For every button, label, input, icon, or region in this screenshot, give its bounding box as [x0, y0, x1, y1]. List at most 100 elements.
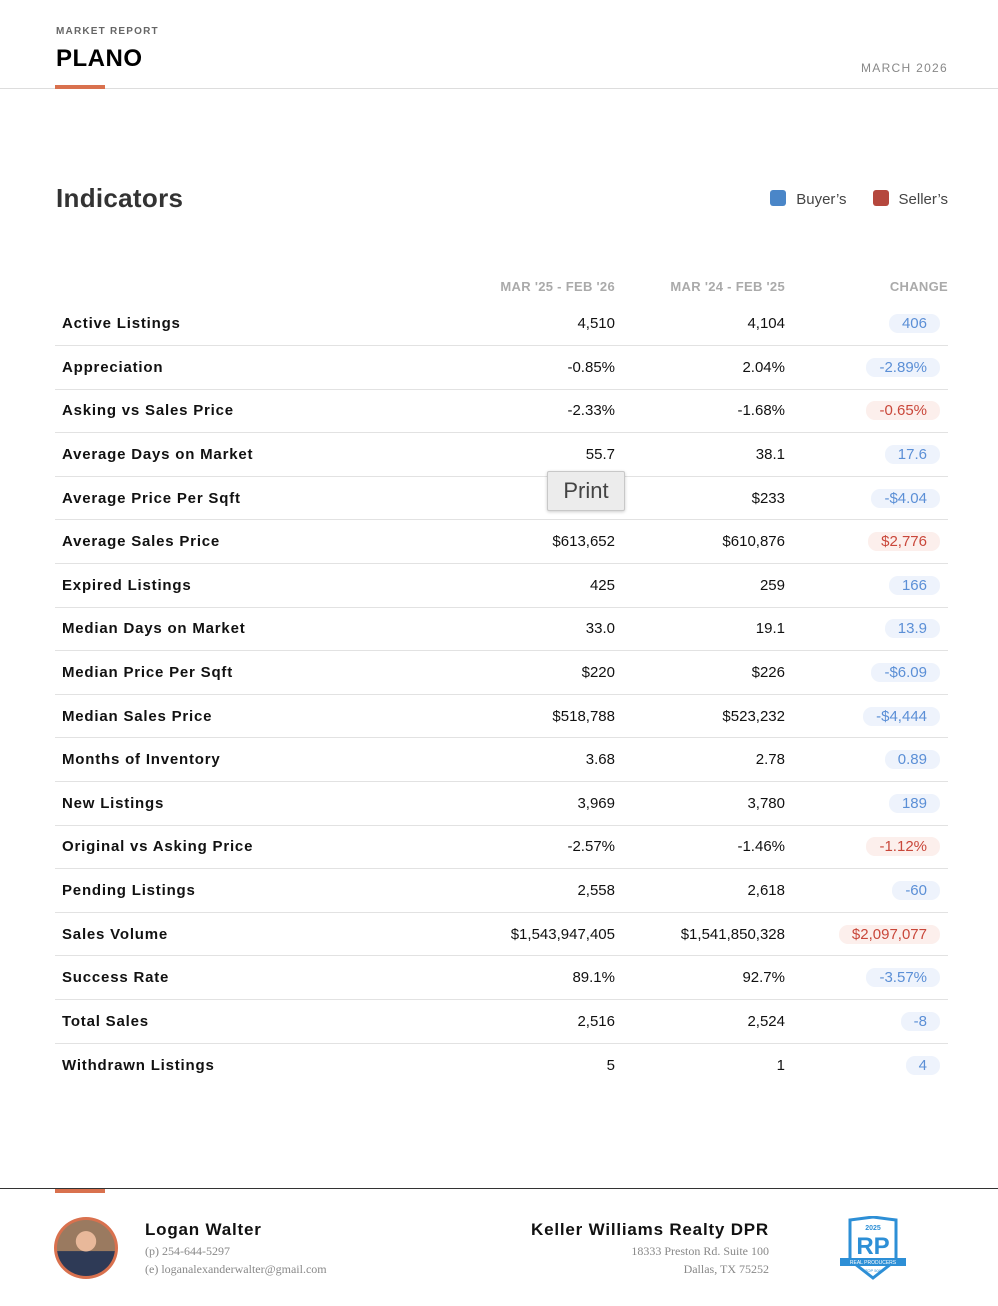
indicator-label: Average Sales Price — [55, 519, 455, 565]
indicator-label: Expired Listings — [55, 563, 455, 608]
report-kicker: MARKET REPORT — [56, 26, 159, 37]
indicator-label: Median Sales Price — [55, 694, 455, 739]
change-badge: -$4.04 — [871, 488, 940, 508]
current-value: 89.1% — [455, 955, 615, 1000]
table-row: Original vs Asking Price -2.57% -1.46% -… — [55, 825, 948, 870]
indicator-label: New Listings — [55, 781, 455, 826]
previous-value: 259 — [615, 563, 785, 608]
change-badge: -$4,444 — [863, 706, 940, 726]
current-value: 55.7 — [455, 432, 615, 477]
footer-accent — [55, 1189, 105, 1193]
table-row: Average Price Per Sqft $233 -$4.04 — [55, 476, 948, 521]
table-row: New Listings 3,969 3,780 189 — [55, 781, 948, 826]
change-badge: 0.89 — [884, 750, 940, 770]
previous-value: 3,780 — [615, 781, 785, 826]
previous-value: $233 — [615, 476, 785, 521]
current-value: 33.0 — [455, 607, 615, 652]
col-current: MAR '25 - FEB '26 — [500, 278, 615, 294]
table-row: Asking vs Sales Price -2.33% -1.68% -0.6… — [55, 389, 948, 434]
previous-value: -1.46% — [615, 825, 785, 870]
brokerage-address-2: Dallas, TX 75252 — [683, 1262, 769, 1276]
sellers-swatch — [872, 190, 889, 206]
indicator-label: Average Price Per Sqft — [55, 476, 455, 521]
previous-value: 2,618 — [615, 868, 785, 913]
svg-text:REAL PRODUCERS: REAL PRODUCERS — [850, 1260, 897, 1266]
svg-text:RP: RP — [856, 1233, 889, 1260]
change-badge: -60 — [892, 881, 940, 901]
indicators-table: MAR '25 - FEB '26 MAR '24 - FEB '25 CHAN… — [55, 270, 948, 1087]
table-row: Pending Listings 2,558 2,618 -60 — [55, 868, 948, 913]
change-badge: -$6.09 — [871, 663, 940, 683]
table-row: Total Sales 2,516 2,524 -8 — [55, 999, 948, 1044]
table-row: Median Days on Market 33.0 19.1 13.9 — [55, 607, 948, 652]
table-row: Success Rate 89.1% 92.7% -3.57% — [55, 955, 948, 1000]
section-title: Indicators — [56, 183, 184, 213]
previous-value: 92.7% — [615, 955, 785, 1000]
current-value: 425 — [455, 563, 615, 608]
header-accent — [55, 85, 105, 89]
change-badge: -2.89% — [866, 357, 940, 377]
current-value: $220 — [455, 650, 615, 695]
indicator-label: Asking vs Sales Price — [55, 389, 455, 434]
brokerage-address-1: 18333 Preston Rd. Suite 100 — [631, 1244, 769, 1258]
current-value: 2,558 — [455, 868, 615, 913]
previous-value: 2,524 — [615, 999, 785, 1044]
previous-value: 38.1 — [615, 432, 785, 477]
svg-text:2025: 2025 — [865, 1225, 881, 1232]
change-badge: 189 — [888, 793, 940, 813]
previous-value: 1 — [776, 1056, 785, 1074]
table-row: Withdrawn Listings 5 1 4 — [55, 1043, 948, 1087]
table-row: Active Listings 4,510 4,104 406 — [55, 302, 948, 347]
current-value: $1,543,947,405 — [455, 912, 615, 957]
change-badge: -8 — [900, 1011, 940, 1031]
indicator-label: Withdrawn Listings — [62, 1056, 215, 1074]
change-badge: 406 — [888, 314, 940, 334]
table-row: Average Sales Price $613,652 $610,876 $2… — [55, 519, 948, 565]
avatar — [54, 1217, 118, 1279]
brokerage-name: Keller Williams Realty DPR — [531, 1220, 769, 1239]
table-row: Sales Volume $1,543,947,405 $1,541,850,3… — [55, 912, 948, 957]
table-row: Average Days on Market 55.7 38.1 17.6 — [55, 432, 948, 477]
table-row: Appreciation -0.85% 2.04% -2.89% — [55, 345, 948, 390]
legend: Buyer’s Seller’s — [770, 190, 948, 208]
legend-sellers: Seller’s — [872, 190, 948, 208]
table-row: Expired Listings 425 259 166 — [55, 563, 948, 608]
indicator-label: Sales Volume — [55, 912, 455, 957]
agent-phone: (p) 254-644-5297 — [145, 1244, 230, 1258]
current-value: -0.85% — [455, 345, 615, 390]
indicator-label: Months of Inventory — [55, 737, 455, 783]
indicator-label: Average Days on Market — [55, 432, 455, 477]
indicator-label: Appreciation — [55, 345, 455, 390]
current-value: 3.68 — [455, 737, 615, 783]
previous-value: 4,104 — [615, 302, 785, 347]
current-value: 3,969 — [455, 781, 615, 826]
agent-name: Logan Walter — [145, 1220, 262, 1239]
indicator-label: Active Listings — [55, 302, 455, 347]
previous-value: -1.68% — [615, 389, 785, 434]
header-divider — [0, 88, 998, 89]
indicator-label: Pending Listings — [55, 868, 455, 913]
svg-text:TOP 500: TOP 500 — [865, 1268, 882, 1273]
current-value: -2.57% — [455, 825, 615, 870]
change-badge: $2,097,077 — [838, 924, 940, 944]
previous-value: $610,876 — [615, 519, 785, 565]
table-row: Months of Inventory 3.68 2.78 0.89 — [55, 737, 948, 783]
current-value: $518,788 — [455, 694, 615, 739]
real-producers-logo: 2025 RP REAL PRODUCERS TOP 500 — [840, 1216, 906, 1280]
table-row: Median Price Per Sqft $220 $226 -$6.09 — [55, 650, 948, 695]
previous-value: $1,541,850,328 — [615, 912, 785, 957]
print-button[interactable]: Print — [547, 471, 625, 511]
change-badge: 4 — [905, 1055, 940, 1075]
current-value: -2.33% — [455, 389, 615, 434]
page-title: PLANO — [56, 45, 143, 72]
previous-value: 2.04% — [615, 345, 785, 390]
previous-value: $523,232 — [615, 694, 785, 739]
change-badge: -0.65% — [866, 401, 940, 421]
change-badge: $2,776 — [868, 532, 940, 552]
indicator-label: Median Days on Market — [55, 607, 455, 652]
indicator-label: Original vs Asking Price — [55, 825, 455, 870]
current-value: 4,510 — [455, 302, 615, 347]
indicator-label: Success Rate — [55, 955, 455, 1000]
current-value: 5 — [606, 1056, 615, 1074]
change-badge: 13.9 — [884, 619, 940, 639]
